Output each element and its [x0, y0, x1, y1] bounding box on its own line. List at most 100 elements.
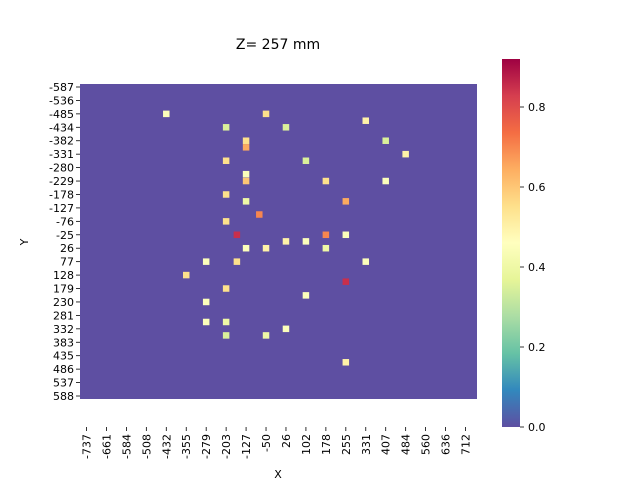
heatmap-cell [256, 211, 263, 218]
colorbar-tick-label: 0.4 [528, 261, 546, 274]
colorbar-tick-label: 0.0 [528, 421, 546, 434]
x-axis-label: X [274, 468, 282, 480]
y-tick-label: -178 [49, 188, 74, 201]
heatmap-cell [233, 231, 241, 239]
y-tick-label: 128 [53, 269, 74, 282]
heatmap-cell [362, 258, 370, 265]
y-tick-label: -331 [49, 148, 74, 161]
y-tick-label: 383 [53, 336, 74, 349]
x-tick-label: 712 [460, 434, 473, 455]
heatmap-cell [262, 110, 270, 118]
heatmap-cell [322, 231, 330, 239]
x-axis: -737 -661 -584 -508 -432 -355 -279 -203 -127 -50 2… [81, 427, 473, 459]
heatmap-cell [302, 292, 310, 299]
y-tick-label: -485 [49, 108, 74, 121]
heatmap-cell [242, 198, 250, 205]
heatmap-cell [222, 124, 230, 131]
heatmap-cell [222, 285, 230, 292]
heatmap-cell [302, 157, 310, 165]
heatmap-cell [222, 332, 230, 339]
x-tick-label: -508 [140, 434, 153, 459]
colorbar: 0.0 0.2 0.4 0.6 0.8 [502, 59, 546, 434]
heatmap-cell [282, 238, 290, 245]
y-tick-label: -536 [49, 94, 74, 107]
heatmap-cell [282, 325, 290, 333]
x-tick-label: 560 [420, 434, 433, 455]
y-tick-label: 77 [60, 256, 74, 269]
heatmap-cell [222, 191, 230, 198]
x-tick-label: 178 [320, 434, 333, 455]
heatmap-cell [242, 170, 250, 178]
heatmap-background [80, 84, 477, 399]
heatmap-cell [242, 137, 250, 144]
x-tick-label: -50 [260, 434, 273, 452]
heatmap-cell [222, 157, 230, 165]
x-tick-label: 255 [340, 434, 353, 455]
heatmap-cell [242, 244, 250, 252]
y-tick-label: 26 [60, 242, 74, 255]
heatmap-cell [402, 150, 409, 158]
x-tick-label: 407 [380, 434, 393, 455]
heatmap-cell [202, 298, 210, 306]
x-tick-label: -127 [240, 434, 253, 459]
x-tick-label: -203 [220, 434, 233, 459]
y-tick-label: 332 [53, 323, 74, 336]
heatmap-cell [163, 110, 170, 118]
heatmap-cell [233, 258, 241, 265]
heatmap-cell [202, 318, 210, 326]
heatmap-cell [242, 144, 250, 151]
x-tick-label: -737 [81, 434, 94, 459]
heatmap-plot-area [80, 84, 477, 399]
x-tick-label: -279 [200, 434, 213, 459]
heatmap-cell [222, 318, 230, 326]
heatmap-cell [362, 117, 370, 124]
y-tick-label: -76 [56, 215, 74, 228]
heatmap-cell [342, 278, 350, 285]
heatmap-cell [222, 218, 230, 225]
x-tick-label: 102 [300, 434, 313, 455]
heatmap-cell [282, 124, 290, 131]
x-tick-label: -661 [100, 434, 113, 459]
heatmap-cell [342, 198, 350, 205]
heatmap-cell [342, 231, 350, 239]
x-tick-label: -355 [180, 434, 193, 459]
x-tick-label: 331 [360, 434, 373, 455]
y-axis-label: Y [18, 238, 31, 246]
y-axis: -587-536-485-434-382-331-280-229-178-127… [49, 81, 80, 403]
y-tick-label: 537 [53, 377, 74, 390]
colorbar-tick-label: 0.2 [528, 341, 546, 354]
colorbar-gradient [502, 59, 520, 427]
y-tick-label: 435 [53, 350, 74, 363]
heatmap-cell [242, 177, 250, 185]
heatmap-cell [262, 244, 270, 252]
y-tick-label: 486 [53, 363, 74, 376]
x-tick-label: -432 [160, 434, 173, 459]
y-tick-label: 179 [53, 283, 74, 296]
heatmap-cell [182, 271, 190, 279]
y-tick-label: -434 [49, 121, 74, 134]
x-tick-label: 26 [280, 434, 293, 448]
heatmap-cell [382, 137, 389, 144]
heatmap-cell [382, 177, 389, 185]
y-tick-label: -25 [56, 229, 74, 242]
heatmap-cell [342, 359, 350, 366]
heatmap-cell [322, 244, 330, 252]
x-tick-label: -584 [120, 434, 133, 459]
y-tick-label: 588 [53, 390, 74, 403]
y-tick-label: -382 [49, 135, 74, 148]
heatmap-cell [262, 332, 270, 339]
x-tick-label: 484 [400, 434, 413, 455]
y-tick-label: -127 [49, 202, 74, 215]
heatmap-cell [322, 177, 330, 185]
heatmap-cell [202, 258, 210, 265]
x-tick-label: 636 [440, 434, 453, 455]
colorbar-tick-label: 0.8 [528, 101, 546, 114]
heatmap-cell [302, 238, 310, 245]
y-tick-label: -280 [49, 162, 74, 175]
y-tick-label: 281 [53, 309, 74, 322]
y-tick-label: -587 [49, 81, 74, 94]
y-tick-label: -229 [49, 175, 74, 188]
colorbar-tick-label: 0.6 [528, 181, 546, 194]
